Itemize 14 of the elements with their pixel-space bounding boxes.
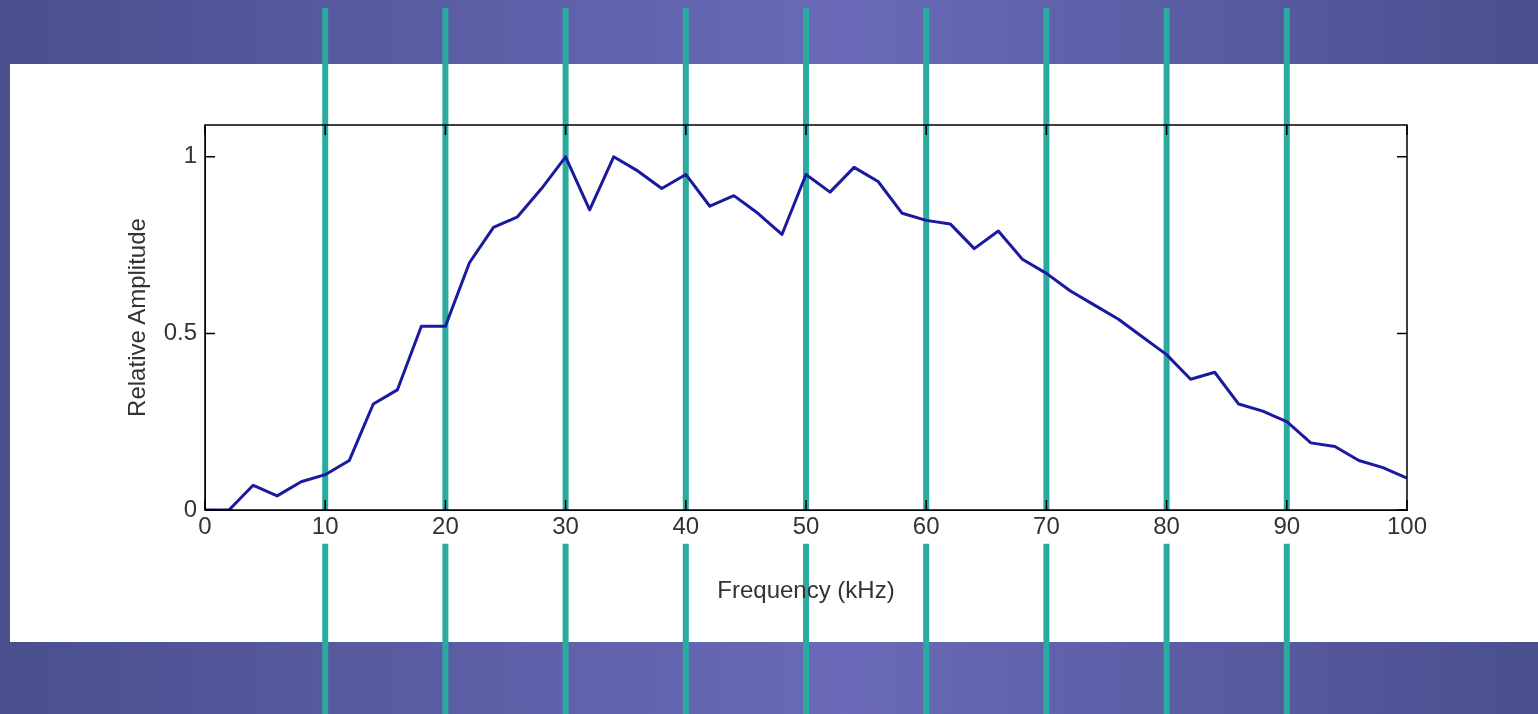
x-tick-label: 60 — [912, 512, 940, 540]
x-tick-label: 50 — [792, 512, 820, 540]
y-axis-title: Relative Amplitude — [123, 218, 151, 417]
y-tick-label: 0.5 — [163, 318, 197, 346]
y-tick-label: 1 — [183, 141, 197, 169]
x-tick-label: 90 — [1273, 512, 1301, 540]
x-tick-label: 70 — [1033, 512, 1060, 540]
x-tick-label: 10 — [311, 512, 339, 540]
x-tick-label: 40 — [672, 512, 700, 540]
x-tick-label: 30 — [552, 512, 579, 540]
x-tick-label: 80 — [1153, 512, 1180, 540]
x-tick-label: 20 — [432, 512, 459, 540]
y-tick-label: 0 — [183, 494, 197, 522]
x-tick-label: 100 — [1386, 512, 1428, 540]
